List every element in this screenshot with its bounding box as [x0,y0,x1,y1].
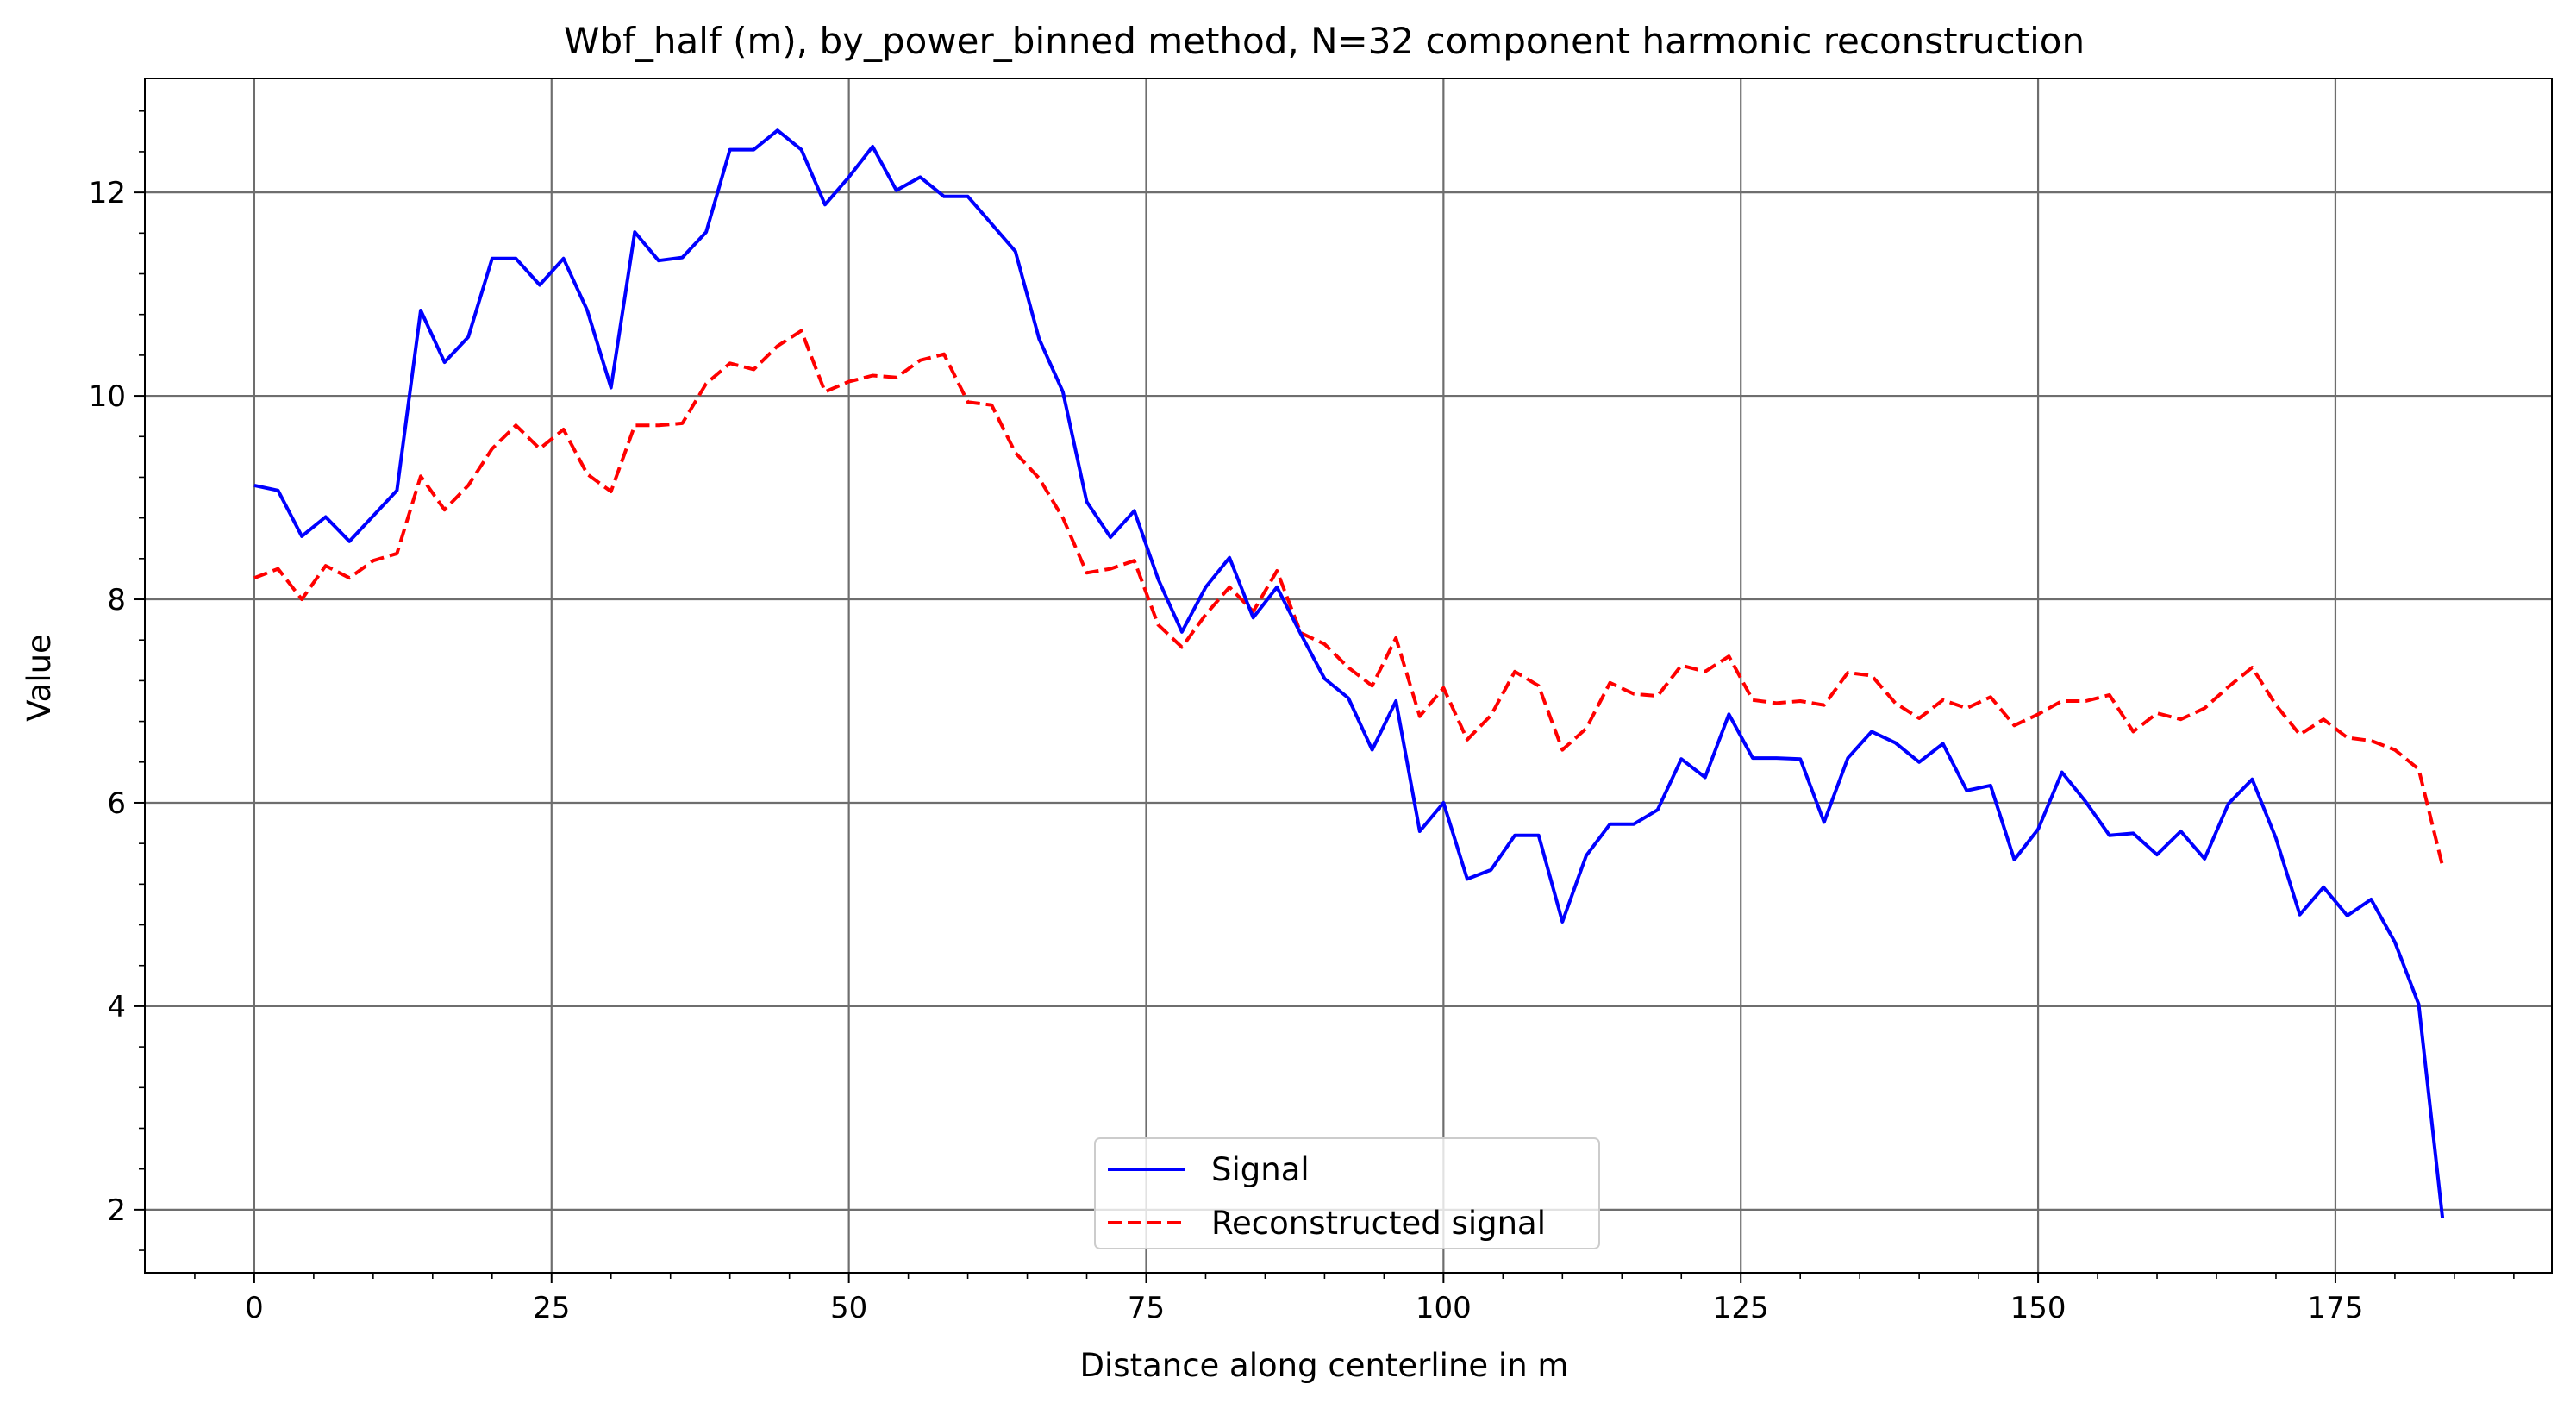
x-tick-label: 150 [2010,1291,2066,1325]
legend: Signal Reconstructed signal [1094,1137,1600,1249]
y-tick-label: 12 [89,176,126,210]
x-tick-label: 75 [1128,1291,1165,1325]
x-tick-label: 0 [245,1291,264,1325]
y-tick-label: 4 [107,990,126,1024]
x-axis-label: Distance along centerline in m [1080,1347,1569,1384]
reconstructed-signal-line [253,329,2445,867]
x-tick-label: 100 [1416,1291,1472,1325]
grid [145,78,2552,1273]
legend-box [1094,1137,1600,1249]
y-tick-label: 10 [89,379,126,414]
x-tick-label: 125 [1713,1291,1769,1325]
x-tick-label: 175 [2307,1291,2363,1325]
y-axis-label: Value [21,634,58,722]
axis-ticks: 0 25 50 75 100 125 150 175 2 4 6 8 10 12 [89,110,2515,1325]
x-tick-label: 25 [533,1291,570,1325]
plot-frame [144,78,2553,1274]
y-tick-label: 2 [107,1193,126,1228]
x-tick-label: 50 [830,1291,867,1325]
chart-title: Wbf_half (m), by_power_binned method, N=… [564,20,2085,62]
legend-reconstructed-label: Reconstructed signal [1211,1205,1546,1242]
signal-line [253,128,2445,1218]
series-group [253,128,2445,1218]
y-tick-label: 6 [107,786,126,821]
y-tick-label: 8 [107,583,126,617]
legend-signal-label: Signal [1211,1151,1310,1188]
